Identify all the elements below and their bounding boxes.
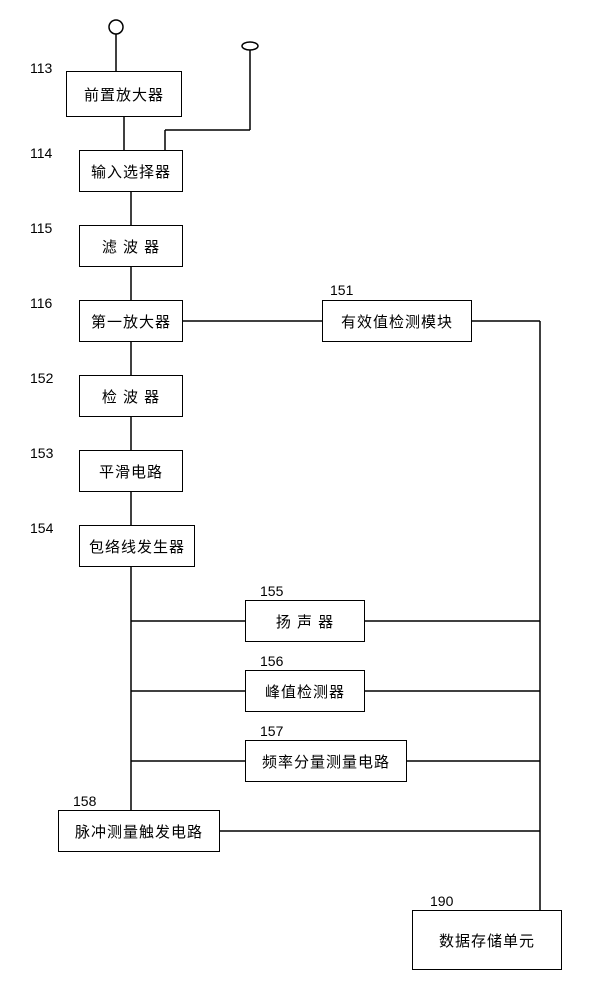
block-label: 频率分量测量电路 — [262, 751, 390, 772]
ref-label: 190 — [430, 893, 453, 909]
block-label: 输入选择器 — [91, 161, 171, 182]
block-smoothing: 平滑电路 — [79, 450, 183, 492]
antenna-small-icon — [242, 42, 258, 50]
ref-label: 155 — [260, 583, 283, 599]
block-freq-measure: 频率分量测量电路 — [245, 740, 407, 782]
block-label: 平滑电路 — [99, 461, 163, 482]
block-first-amp: 第一放大器 — [79, 300, 183, 342]
block-detector: 检 波 器 — [79, 375, 183, 417]
ref-label: 154 — [30, 520, 53, 536]
ref-label: 156 — [260, 653, 283, 669]
block-label: 包络线发生器 — [89, 536, 185, 557]
block-label: 扬 声 器 — [276, 611, 334, 632]
block-label: 第一放大器 — [91, 311, 171, 332]
ref-label: 153 — [30, 445, 53, 461]
block-label: 检 波 器 — [102, 386, 160, 407]
block-speaker: 扬 声 器 — [245, 600, 365, 642]
block-preamp: 前置放大器 — [66, 71, 182, 117]
ref-label: 151 — [330, 282, 353, 298]
ref-label: 113 — [30, 60, 52, 76]
ref-label: 158 — [73, 793, 96, 809]
block-pulse-trigger: 脉冲测量触发电路 — [58, 810, 220, 852]
block-label: 滤 波 器 — [102, 236, 160, 257]
block-label: 脉冲测量触发电路 — [75, 821, 203, 842]
ref-label: 114 — [30, 145, 52, 161]
block-label: 峰值检测器 — [265, 681, 345, 702]
block-label: 有效值检测模块 — [341, 311, 453, 332]
ref-label: 116 — [30, 295, 52, 311]
block-label: 数据存储单元 — [439, 930, 535, 951]
ref-label: 157 — [260, 723, 283, 739]
block-input-selector: 输入选择器 — [79, 150, 183, 192]
block-data-storage: 数据存储单元 — [412, 910, 562, 970]
block-filter: 滤 波 器 — [79, 225, 183, 267]
block-envelope-gen: 包络线发生器 — [79, 525, 195, 567]
block-rms-detect: 有效值检测模块 — [322, 300, 472, 342]
block-label: 前置放大器 — [84, 84, 164, 105]
antenna-coil-icon — [109, 20, 123, 34]
ref-label: 115 — [30, 220, 52, 236]
ref-label: 152 — [30, 370, 53, 386]
block-peak-detector: 峰值检测器 — [245, 670, 365, 712]
